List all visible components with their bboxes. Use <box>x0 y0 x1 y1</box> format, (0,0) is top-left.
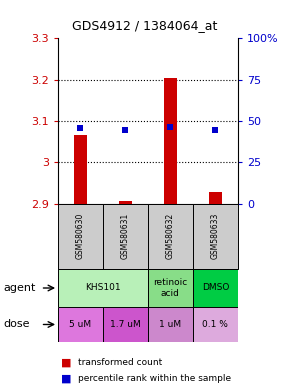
Bar <box>193 307 238 342</box>
Text: ■: ■ <box>61 358 71 368</box>
Text: GSM580633: GSM580633 <box>211 213 220 259</box>
Text: GSM580632: GSM580632 <box>166 213 175 259</box>
Text: KHS101: KHS101 <box>85 283 121 293</box>
Bar <box>58 307 103 342</box>
Text: percentile rank within the sample: percentile rank within the sample <box>78 374 231 383</box>
Text: 1.7 uM: 1.7 uM <box>110 320 141 329</box>
Text: 0.1 %: 0.1 % <box>202 320 228 329</box>
Text: DMSO: DMSO <box>202 283 229 293</box>
Text: GSM580630: GSM580630 <box>76 213 85 259</box>
Bar <box>74 136 87 204</box>
Text: dose: dose <box>3 319 29 329</box>
Bar <box>193 204 238 269</box>
Text: 5 uM: 5 uM <box>69 320 92 329</box>
Bar <box>103 307 148 342</box>
Bar <box>193 269 238 307</box>
Text: ■: ■ <box>61 373 71 383</box>
Bar <box>164 78 177 204</box>
Text: GSM580631: GSM580631 <box>121 213 130 259</box>
Bar <box>148 204 193 269</box>
Bar <box>58 204 103 269</box>
Text: agent: agent <box>3 283 35 293</box>
Text: retinoic
acid: retinoic acid <box>153 278 188 298</box>
Bar <box>119 201 132 204</box>
Bar <box>103 204 148 269</box>
Bar <box>148 269 193 307</box>
Bar <box>209 192 222 204</box>
Text: GDS4912 / 1384064_at: GDS4912 / 1384064_at <box>72 19 218 32</box>
Bar <box>148 307 193 342</box>
Text: 1 uM: 1 uM <box>159 320 182 329</box>
Text: transformed count: transformed count <box>78 358 163 367</box>
Bar <box>58 269 148 307</box>
